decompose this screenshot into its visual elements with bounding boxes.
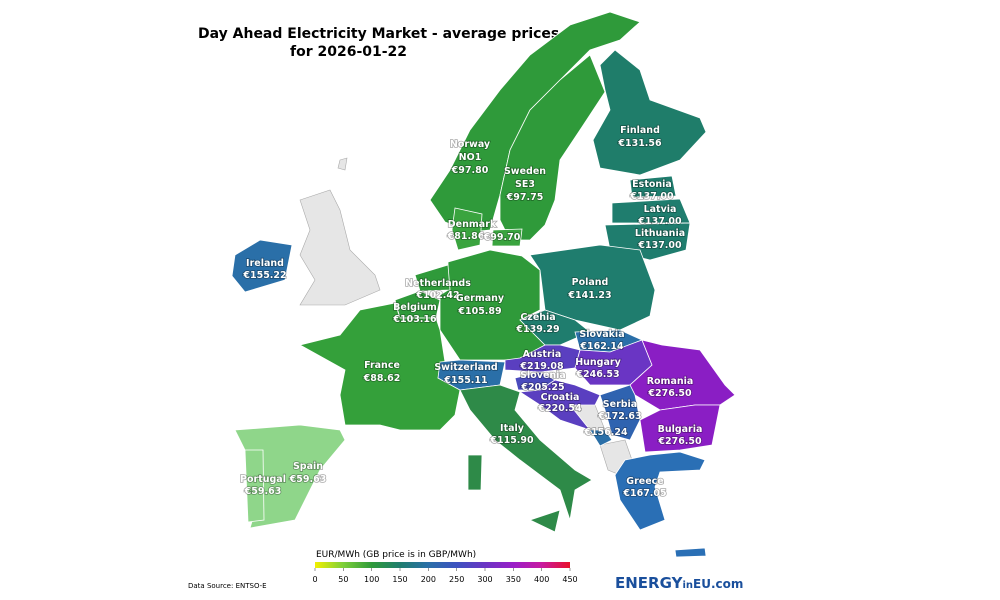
data-source: Data Source: ENTSO-E bbox=[188, 582, 267, 590]
region-label: Spain €59.63 bbox=[289, 461, 327, 485]
region-label: Ireland €155.22 bbox=[242, 258, 286, 281]
tick-label: 250 bbox=[449, 575, 464, 584]
region bbox=[414, 264, 451, 292]
tick-label: 50 bbox=[338, 575, 348, 584]
region bbox=[518, 379, 601, 431]
colorbar-ramp bbox=[315, 562, 570, 568]
region-label: Croatia €220.54 bbox=[537, 392, 582, 414]
tick-label: 200 bbox=[421, 575, 436, 584]
region bbox=[451, 207, 523, 251]
region-label: Portugal €59.63 bbox=[240, 474, 286, 497]
region bbox=[231, 239, 293, 293]
region-label: Serbia €172.63 bbox=[597, 399, 641, 422]
region-label: Bulgaria €276.50 bbox=[657, 424, 702, 447]
region-label: France €88.62 bbox=[363, 360, 401, 384]
countries bbox=[231, 11, 736, 558]
tick-label: 100 bbox=[364, 575, 379, 584]
brand: ENERGYinEU.com bbox=[615, 574, 743, 592]
region bbox=[599, 384, 641, 441]
region-label: Slovenia €205.25 bbox=[520, 370, 566, 393]
region bbox=[589, 429, 613, 447]
region-label: Czehia €139.29 bbox=[515, 312, 559, 335]
region bbox=[499, 54, 606, 241]
region bbox=[639, 404, 721, 453]
region-label: Lithuania €137.00 bbox=[635, 228, 685, 251]
tick-label: 0 bbox=[312, 575, 317, 584]
region-label: Austria €219.08 bbox=[519, 349, 564, 372]
tick-label: 400 bbox=[534, 575, 549, 584]
belarus-gap bbox=[337, 157, 348, 171]
region bbox=[529, 244, 656, 331]
labels: Norway NO1 €97.80 Sweden SE3 €97.75 Finland €… bbox=[239, 124, 703, 500]
region-label: Netherlands €102.42 bbox=[405, 278, 471, 301]
region-label: Latvia €137.00 bbox=[637, 204, 682, 227]
region bbox=[459, 384, 593, 533]
region-label: Switzerland €155.11 bbox=[434, 362, 497, 386]
region bbox=[614, 451, 707, 558]
region bbox=[592, 49, 707, 176]
region-label: Norway NO1 €97.80 bbox=[450, 139, 491, 176]
region-label: €156.24 bbox=[583, 427, 628, 438]
region-label: Greece €167.05 bbox=[622, 476, 666, 499]
region-label: Sweden SE3 €97.75 bbox=[504, 166, 546, 203]
region-label: Hungary €246.53 bbox=[575, 357, 621, 380]
region-label: Poland €141.23 bbox=[567, 277, 611, 301]
region-label: Germany €105.89 bbox=[456, 293, 505, 317]
region-label: Estonia €137.00 bbox=[629, 179, 674, 202]
tick-label: 150 bbox=[392, 575, 407, 584]
tick-label: 300 bbox=[477, 575, 492, 584]
subtitle: for 2026-01-22 bbox=[290, 44, 407, 60]
colorbar-label: EUR/MWh (GB price is in GBP/MWh) bbox=[316, 550, 476, 560]
region bbox=[244, 449, 265, 523]
region bbox=[629, 175, 677, 198]
region bbox=[439, 249, 546, 361]
uk bbox=[299, 189, 381, 306]
region-label: Denmark €81.86€99.70 bbox=[447, 219, 521, 243]
title: Day Ahead Electricity Market - average p… bbox=[198, 26, 559, 42]
region bbox=[429, 11, 641, 233]
region-label: Belgium €103.16 bbox=[392, 302, 437, 325]
region-label: Slovakia €162.14 bbox=[579, 329, 624, 352]
tick-label: 350 bbox=[506, 575, 521, 584]
tick-label: 450 bbox=[562, 575, 577, 584]
colorbar: EUR/MWh (GB price is in GBP/MWh) 0 50 100 1… bbox=[312, 550, 577, 584]
region-label: Romania €276.50 bbox=[647, 376, 694, 399]
region-label: Italy €115.90 bbox=[489, 423, 534, 446]
region-label: Finland €131.56 bbox=[617, 125, 662, 149]
